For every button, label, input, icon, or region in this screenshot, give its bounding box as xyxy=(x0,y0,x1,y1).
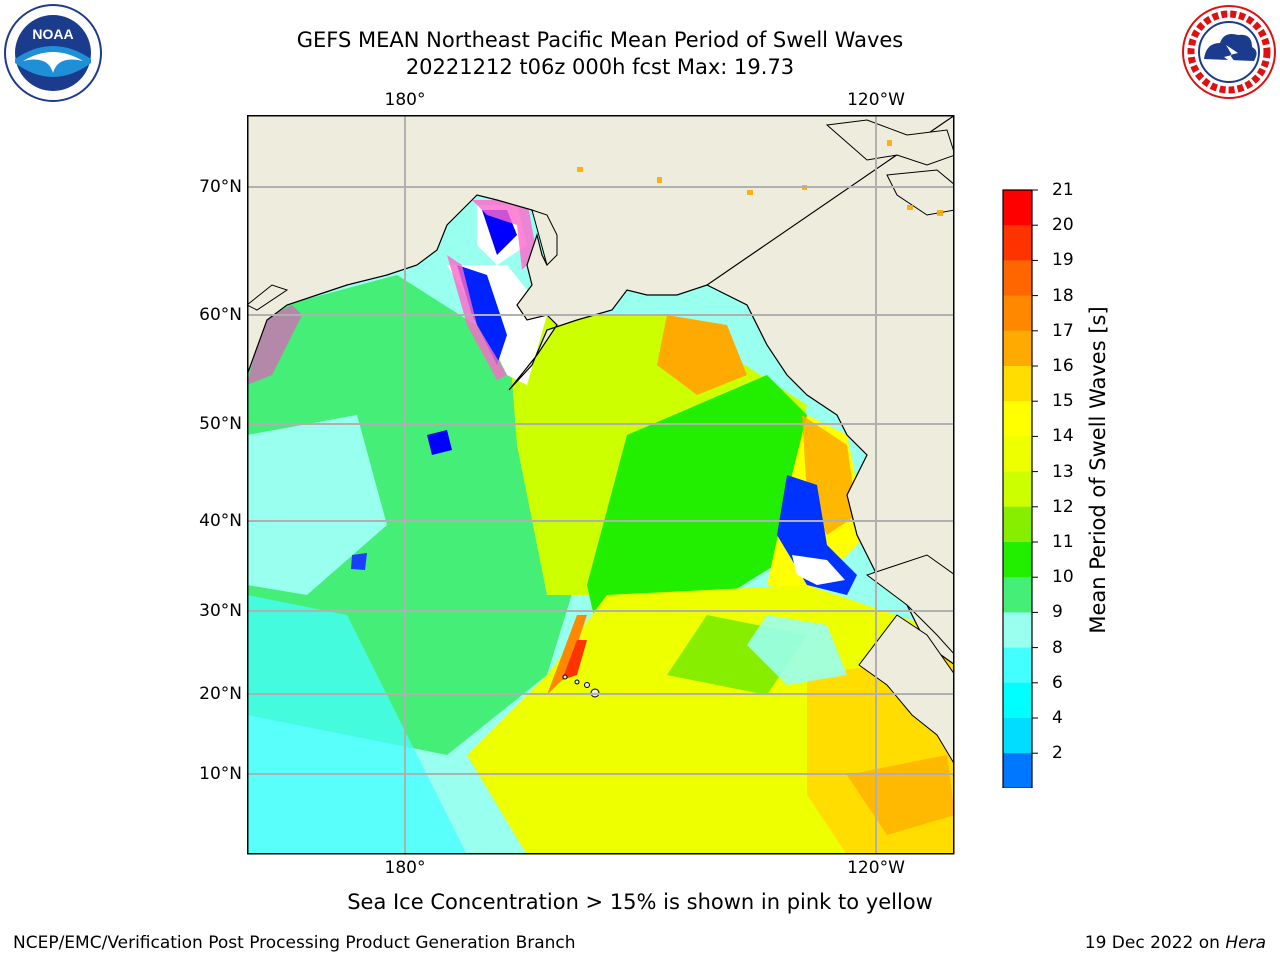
chart-subtitle: 20221212 t06z 000h fcst Max: 19.73 xyxy=(405,55,795,79)
colorbar-tick-label: 15 xyxy=(1052,391,1074,412)
colorbar-tick-label: 21 xyxy=(1052,180,1074,200)
footer-date-text: 19 Dec 2022 on xyxy=(1084,933,1226,953)
colorbar-segment xyxy=(1003,260,1032,297)
lat-tick-50n: 50°N xyxy=(199,414,242,434)
colorbar-segment xyxy=(1003,401,1032,437)
swell-zone-cyan-south xyxy=(247,595,467,854)
colorbar-tick-label: 12 xyxy=(1052,496,1074,517)
colorbar-segment xyxy=(1003,471,1032,508)
colorbar-segment xyxy=(1003,753,1032,788)
footer-host: Hera xyxy=(1225,933,1266,953)
colorbar-tick-label: 4 xyxy=(1052,708,1063,728)
map-frame xyxy=(247,115,955,855)
colorbar-tick-label: 9 xyxy=(1052,602,1063,623)
colorbar-segment xyxy=(1003,647,1032,684)
colorbar-tick-label: 14 xyxy=(1052,426,1074,447)
swell-zone-orange-gulf xyxy=(657,315,747,395)
colorbar-tick-label: 20 xyxy=(1052,215,1074,236)
low-period-patch-west xyxy=(351,553,367,570)
swell-streak-red xyxy=(562,640,587,680)
footer-date: 19 Dec 2022 on Hera xyxy=(1085,933,1266,953)
swell-zone-cyan-east xyxy=(747,615,847,685)
colorbar-tick-label: 13 xyxy=(1052,461,1074,482)
colorbar-segment xyxy=(1003,190,1032,226)
colorbar-tick-label: 16 xyxy=(1052,356,1074,376)
lat-tick-40n: 40°N xyxy=(199,511,242,531)
swell-streak-orange xyxy=(547,615,587,695)
colorbar-tick-label: 8 xyxy=(1052,637,1063,658)
nws-logo xyxy=(1182,5,1276,99)
colorbar-label: Mean Period of Swell Waves [s] xyxy=(1086,306,1110,634)
lon-tick-top-120w: 120°W xyxy=(847,90,905,110)
noaa-logo: NOAA xyxy=(4,4,102,102)
lon-tick-bottom-180: 180° xyxy=(384,858,426,878)
lon-tick-top-180: 180° xyxy=(384,90,426,110)
lat-tick-10n: 10°N xyxy=(199,764,242,784)
colorbar-segment xyxy=(1003,366,1032,402)
noaa-logo-text: NOAA xyxy=(32,26,73,42)
colorbar-segment xyxy=(1003,295,1032,332)
lat-tick-60n: 60°N xyxy=(199,305,242,325)
colorbar-tick-label: 10 xyxy=(1052,567,1074,588)
sea-ice-note: Sea Ice Concentration > 15% is shown in … xyxy=(347,890,933,914)
swell-zone-cyan-west xyxy=(247,415,387,595)
colorbar-segment xyxy=(1003,682,1032,719)
colorbar-segment xyxy=(1003,436,1032,473)
colorbar-tick-label: 19 xyxy=(1052,250,1074,271)
footer-credit: NCEP/EMC/Verification Post Processing Pr… xyxy=(13,933,576,953)
lat-tick-30n: 30°N xyxy=(199,601,242,621)
map-panel xyxy=(247,115,955,855)
colorbar-segment xyxy=(1003,577,1032,613)
low-period-patch-north xyxy=(427,430,452,455)
colorbar-segment xyxy=(1003,330,1032,367)
colorbar-tick-label: 2 xyxy=(1052,743,1063,764)
colorbar-tick-label: 6 xyxy=(1052,672,1063,693)
colorbar-segment xyxy=(1003,506,1032,543)
colorbar-segment xyxy=(1003,542,1032,578)
colorbar-tick-label: 11 xyxy=(1052,532,1074,552)
lat-tick-20n: 20°N xyxy=(199,684,242,704)
colorbar-segment xyxy=(1003,718,1032,754)
colorbar-tick-label: 18 xyxy=(1052,285,1074,306)
lat-tick-70n: 70°N xyxy=(199,177,242,197)
lon-tick-bottom-120w: 120°W xyxy=(847,858,905,878)
colorbar-tick-label: 17 xyxy=(1052,320,1074,341)
graticule xyxy=(247,115,954,854)
colorbar xyxy=(1002,189,1038,788)
colorbar-segment xyxy=(1003,612,1032,649)
colorbar-segment xyxy=(1003,225,1032,261)
chart-title: GEFS MEAN Northeast Pacific Mean Period … xyxy=(296,28,904,52)
